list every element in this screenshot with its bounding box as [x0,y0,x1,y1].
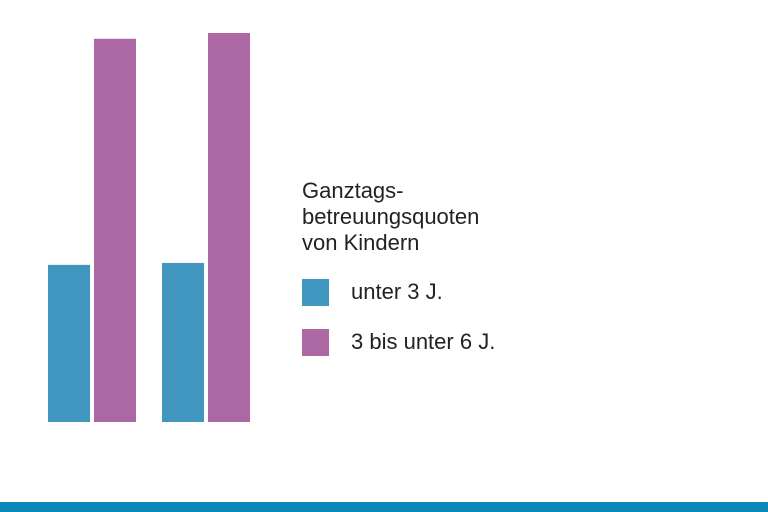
bar-group2-series1 [162,262,204,422]
legend-label-under-3: unter 3 J. [351,279,443,304]
legend-title-line: Ganztags- [302,178,404,203]
bar-chart [48,33,250,422]
bar-group1-series2 [94,38,136,422]
bar-group2-series2 [208,33,250,422]
legend-title-line: betreuungsquoten [302,204,480,229]
legend-label-3-to-6: 3 bis unter 6 J. [351,329,496,354]
legend: Ganztags- betreuungsquoten von Kindern u… [302,178,742,378]
bottom-accent-bar [0,502,768,512]
legend-swatch-under-3 [302,278,329,306]
legend-title-line: von Kindern [302,230,420,255]
bar-group1-series1 [48,264,90,422]
legend-item-3-to-6: 3 bis unter 6 J. [302,328,742,356]
legend-item-under-3: unter 3 J. [302,278,742,306]
legend-title: Ganztags- betreuungsquoten von Kindern [302,178,742,256]
legend-swatch-3-to-6 [302,328,329,356]
